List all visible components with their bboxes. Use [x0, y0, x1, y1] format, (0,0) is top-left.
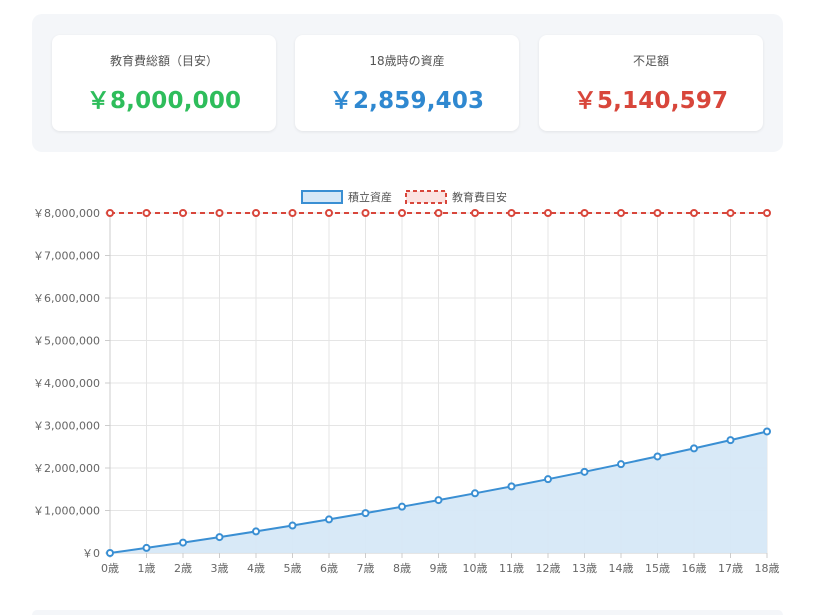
x-tick-label: 10歳 — [463, 562, 488, 575]
y-tick-label: ￥5,000,000 — [33, 335, 100, 348]
savings-point[interactable] — [690, 444, 698, 453]
education-cost-point[interactable] — [544, 209, 552, 217]
y-tick-label: ￥8,000,000 — [33, 207, 100, 220]
x-tick-label: 17歳 — [718, 562, 743, 575]
savings-point[interactable] — [434, 496, 443, 505]
savings-point[interactable] — [361, 509, 370, 518]
total-cost-label: 教育費総額（目安） — [109, 54, 218, 68]
education-cost-point[interactable] — [434, 209, 443, 217]
y-axis-ticks: ￥0 ￥1,000,000 ￥2,000,000 ￥3,000,000 ￥4,000,0… — [33, 207, 100, 560]
savings-point[interactable] — [580, 467, 589, 476]
x-tick-label: 8歳 — [393, 562, 411, 575]
savings-point[interactable] — [252, 527, 260, 536]
savings-point[interactable] — [471, 489, 479, 498]
legend-item-savings[interactable]: 積立資産 — [301, 190, 392, 204]
x-tick-label: 11歳 — [499, 562, 524, 575]
x-tick-label: 5歳 — [284, 562, 302, 575]
savings-point[interactable] — [142, 543, 151, 552]
education-cost-point[interactable] — [142, 209, 151, 217]
savings-point[interactable] — [507, 482, 516, 491]
education-cost-point[interactable] — [580, 209, 589, 217]
asset-at-18-value: ￥2,859,403 — [329, 88, 485, 114]
shortfall-value: ￥5,140,597 — [573, 88, 729, 114]
education-cost-point[interactable] — [763, 209, 771, 217]
y-tick-label: ￥3,000,000 — [33, 420, 100, 433]
x-tick-label: 7歳 — [357, 562, 375, 575]
savings-area — [110, 431, 767, 553]
x-tick-label: 16歳 — [682, 562, 707, 575]
y-tick-label: ￥6,000,000 — [33, 292, 100, 305]
education-cost-point[interactable] — [507, 209, 516, 217]
savings-point[interactable] — [179, 538, 187, 547]
total-cost-card: 教育費総額（目安） ￥8,000,000 — [52, 35, 276, 131]
x-tick-label: 0歳 — [101, 562, 119, 575]
savings-point[interactable] — [325, 515, 333, 524]
savings-point[interactable] — [726, 436, 735, 445]
savings-point[interactable] — [398, 502, 406, 511]
asset-at-18-label: 18歳時の資産 — [369, 54, 445, 68]
y-tick-label: ￥7,000,000 — [33, 250, 100, 263]
legend-label-education-cost: 教育費目安 — [452, 190, 507, 204]
x-tick-label: 2歳 — [174, 562, 192, 575]
education-cost-point[interactable] — [215, 209, 224, 217]
savings-area-fill — [110, 431, 767, 553]
education-cost-point[interactable] — [617, 209, 625, 217]
data-points — [106, 209, 771, 557]
asset-at-18-card: 18歳時の資産 ￥2,859,403 — [295, 35, 519, 131]
savings-point[interactable] — [544, 475, 552, 484]
x-tick-label: 13歳 — [572, 562, 597, 575]
education-cost-point[interactable] — [471, 209, 479, 217]
savings-point[interactable] — [617, 460, 625, 469]
total-cost-value: ￥8,000,000 — [86, 88, 242, 114]
y-tick-label: ￥0 — [82, 547, 100, 560]
education-cost-point[interactable] — [690, 209, 698, 217]
x-tick-label: 15歳 — [645, 562, 670, 575]
savings-chart: 積立資産 教育費目安 ￥0 ￥1,000,000 ￥2,000,000 ￥3,000,… — [33, 190, 780, 575]
x-tick-label: 1歳 — [138, 562, 156, 575]
y-tick-label: ￥1,000,000 — [33, 505, 100, 518]
legend-label-savings: 積立資産 — [348, 190, 392, 204]
y-tick-label: ￥4,000,000 — [33, 377, 100, 390]
education-cost-point[interactable] — [361, 209, 370, 217]
chart-legend: 積立資産 教育費目安 — [301, 190, 507, 204]
education-cost-point[interactable] — [106, 209, 114, 217]
education-cost-point[interactable] — [726, 209, 735, 217]
shortfall-label: 不足額 — [632, 54, 669, 68]
x-tick-label: 9歳 — [430, 562, 448, 575]
education-cost-point[interactable] — [252, 209, 260, 217]
education-cost-point[interactable] — [653, 209, 662, 217]
education-cost-point[interactable] — [179, 209, 187, 217]
x-tick-label: 14歳 — [609, 562, 634, 575]
x-tick-label: 4歳 — [247, 562, 265, 575]
education-cost-point[interactable] — [288, 209, 297, 217]
legend-swatch-education-cost — [405, 190, 447, 204]
x-tick-label: 18歳 — [755, 562, 780, 575]
x-tick-label: 6歳 — [320, 562, 338, 575]
savings-point[interactable] — [653, 452, 662, 461]
legend-swatch-savings — [301, 190, 343, 204]
education-cost-point[interactable] — [398, 209, 406, 217]
legend-item-education-cost[interactable]: 教育費目安 — [405, 190, 507, 204]
savings-point[interactable] — [215, 533, 224, 542]
next-panel-edge — [32, 610, 783, 615]
summary-panel: 教育費総額（目安） ￥8,000,000 18歳時の資産 ￥2,859,403 … — [32, 14, 783, 152]
education-cost-point[interactable] — [325, 209, 333, 217]
x-tick-label: 12歳 — [536, 562, 561, 575]
savings-point[interactable] — [763, 427, 771, 436]
shortfall-card: 不足額 ￥5,140,597 — [539, 35, 763, 131]
savings-point[interactable] — [288, 521, 297, 530]
savings-point[interactable] — [106, 549, 114, 557]
y-tick-label: ￥2,000,000 — [33, 462, 100, 475]
x-tick-label: 3歳 — [211, 562, 229, 575]
x-axis-ticks: 0歳 1歳 2歳 3歳 4歳 5歳 6歳 7歳 8歳 9歳 10歳 11歳 12歳 13歳 14歳 15歳 16… — [101, 562, 780, 575]
